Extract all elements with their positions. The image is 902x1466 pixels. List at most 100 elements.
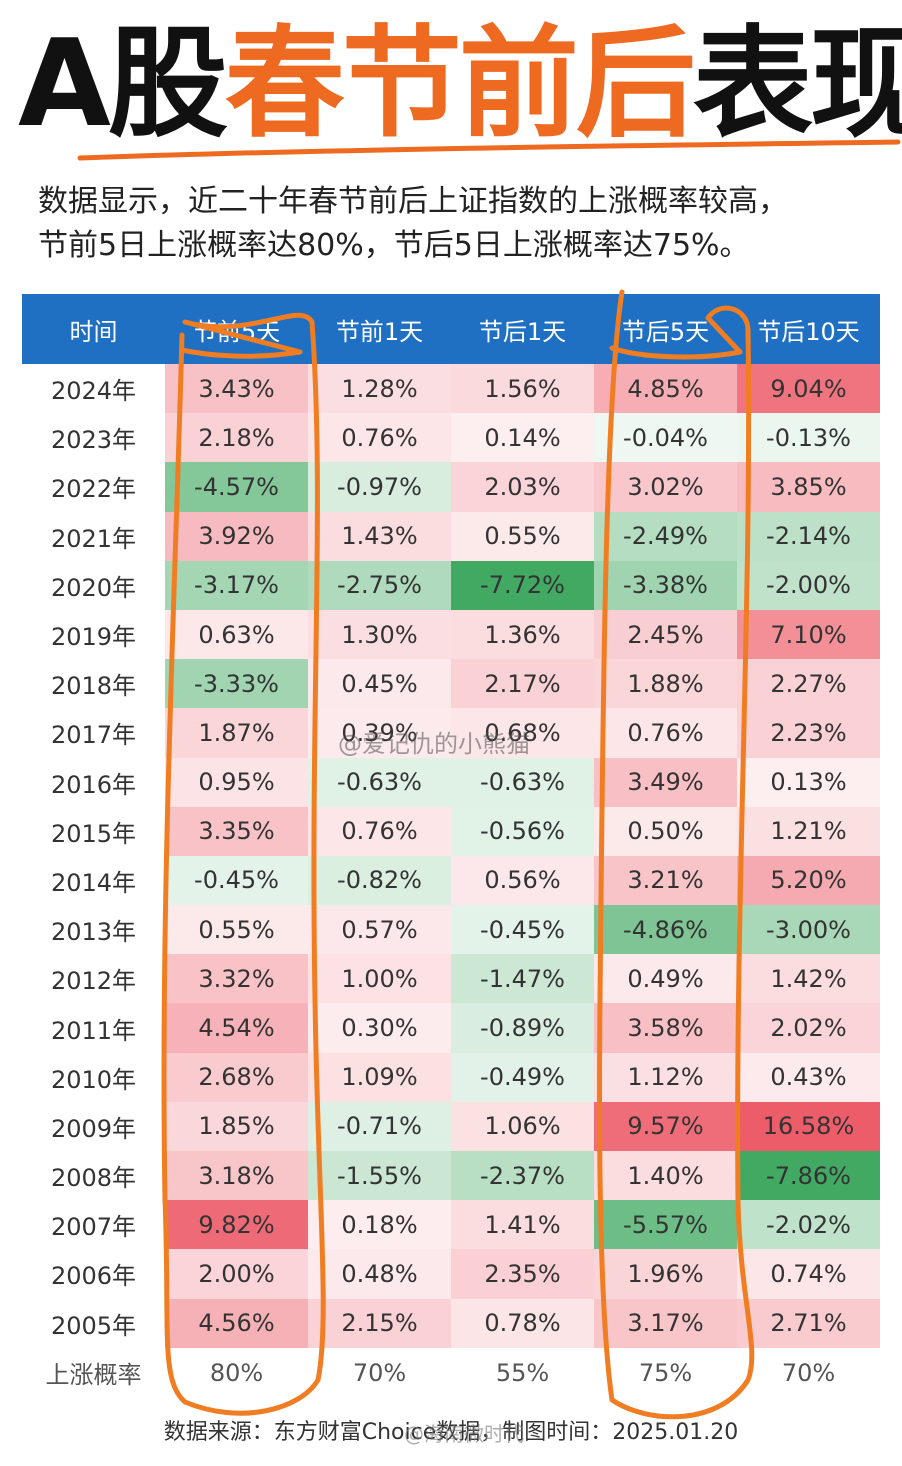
rise-probability-value: 80% [209,1358,264,1387]
return-cell: -0.45% [165,855,308,906]
return-cell: -0.63% [451,757,594,807]
table-row: 2023年 2.18% 0.76% 0.14% -0.04% -0.13% [22,413,880,463]
return-cell: -2.49% [594,511,737,561]
return-cell: 2.00% [165,1249,308,1299]
table-row: 2011年 4.54% 0.30% -0.89% 3.58% 2.02% [22,1003,880,1053]
return-cell: 3.21% [594,855,737,906]
return-cell: 0.57% [308,905,451,955]
return-cell: 0.18% [308,1200,451,1250]
return-cell: 1.56% [451,364,594,414]
return-cell: 0.63% [165,609,308,660]
return-cell: 0.48% [308,1249,451,1299]
return-cell: 9.04% [737,364,880,414]
table-row: 2013年 0.55% 0.57% -0.45% -4.86% -3.00% [22,905,880,955]
table-row: 2024年 3.43% 1.28% 1.56% 4.85% 9.04% [22,364,880,414]
row-year: 2015年 [50,819,137,848]
return-cell: 1.87% [165,708,308,758]
return-cell: 2.68% [165,1052,308,1102]
row-year: 2011年 [50,1016,137,1045]
row-year: 2021年 [50,524,137,553]
table-row: 2020年 -3.17% -2.75% -7.72% -3.38% -2.00% [22,560,880,610]
return-cell: 1.30% [308,609,451,660]
return-cell: 0.39% [308,708,451,758]
row-year: 2005年 [50,1311,137,1340]
return-cell: 9.57% [594,1101,737,1151]
description: 数据显示，近二十年春节前后上证指数的上涨概率较高， 节前5日上涨概率达80%，节… [38,180,888,268]
return-cell: -1.47% [451,954,594,1004]
table-header-row: 时间 节前5天 节前1天 节后1天 节后5天 节后10天 [22,294,880,364]
performance-table: 时间 节前5天 节前1天 节后1天 节后5天 节后10天 2024年 3.43% 1… [22,294,880,1398]
row-year: 2018年 [50,672,137,701]
description-line-1: 数据显示，近二十年春节前后上证指数的上涨概率较高， [38,184,788,219]
return-cell: 2.15% [308,1298,451,1348]
return-cell: -4.57% [165,462,308,512]
table-row: 2016年 0.95% -0.63% -0.63% 3.49% 0.13% [22,757,880,807]
table-body: 2024年 3.43% 1.28% 1.56% 4.85% 9.04% 2023年 2.18%… [22,364,880,1348]
return-cell: 0.45% [308,659,451,709]
return-cell: 0.74% [737,1249,880,1299]
return-cell: 3.92% [165,511,308,561]
return-cell: -0.49% [451,1052,594,1102]
return-cell: 1.40% [594,1151,737,1201]
return-cell: -2.02% [737,1200,880,1250]
row-year: 2023年 [50,426,137,455]
description-line-2: 节前5日上涨概率达80%，节后5日上涨概率达75%。 [38,228,750,263]
return-cell: 9.82% [165,1200,308,1250]
return-cell: 1.88% [594,659,737,709]
header-time: 时间 [22,294,165,364]
return-cell: 3.02% [594,462,737,512]
return-cell: 1.21% [737,806,880,856]
return-cell: -7.72% [451,560,594,610]
return-cell: 1.36% [451,609,594,660]
row-year: 2007年 [50,1213,137,1242]
return-cell: 16.58% [737,1101,880,1151]
return-cell: -2.00% [737,560,880,610]
return-cell: -0.71% [308,1101,451,1151]
return-cell: 2.27% [737,659,880,709]
return-cell: 1.12% [594,1052,737,1102]
return-cell: 3.85% [737,462,880,512]
return-cell: -0.89% [451,1003,594,1053]
return-cell: -7.86% [737,1151,880,1201]
return-cell: 1.28% [308,364,451,414]
table-row: 2005年 4.56% 2.15% 0.78% 3.17% 2.71% [22,1298,880,1348]
table-row: 2022年 -4.57% -0.97% 2.03% 3.02% 3.85% [22,462,880,512]
return-cell: -0.56% [451,806,594,856]
return-cell: 1.42% [737,954,880,1004]
return-cell: 1.43% [308,511,451,561]
header-post-1-day: 节后1天 [451,294,594,364]
return-cell: -3.38% [594,560,737,610]
return-cell: 3.43% [165,364,308,414]
return-cell: 1.09% [308,1052,451,1102]
return-cell: -0.63% [308,757,451,807]
row-year: 2012年 [50,967,137,996]
return-cell: 3.18% [165,1151,308,1201]
return-cell: -2.37% [451,1151,594,1201]
table-row: 2019年 0.63% 1.30% 1.36% 2.45% 7.10% [22,609,880,660]
row-year: 2008年 [50,1164,137,1193]
return-cell: -0.97% [308,462,451,512]
row-year: 2010年 [50,1065,137,1094]
return-cell: 1.41% [451,1200,594,1250]
return-cell: -0.82% [308,855,451,906]
return-cell: 2.35% [451,1249,594,1299]
header-pre-5-days: 节前5天 [165,294,308,364]
rise-probability-value: 70% [352,1358,407,1387]
return-cell: -2.75% [308,560,451,610]
row-year: 2019年 [50,623,137,652]
header-pre-1-day: 节前1天 [308,294,451,364]
return-cell: 2.71% [737,1298,880,1348]
return-cell: 3.35% [165,806,308,856]
title-part-performance: 表现 [692,15,902,154]
data-source: 数据来源：东方财富Choice数据，制图时间：2025.01.20 [163,1420,739,1445]
return-cell: 0.76% [308,806,451,856]
table-row: 2008年 3.18% -1.55% -2.37% 1.40% -7.86% [22,1151,880,1201]
return-cell: 0.76% [308,413,451,463]
table-row: 2015年 3.35% 0.76% -0.56% 0.50% 1.21% [22,806,880,856]
return-cell: 0.76% [594,708,737,758]
return-cell: 2.45% [594,609,737,660]
return-cell: -0.13% [737,413,880,463]
return-cell: 3.49% [594,757,737,807]
row-year: 2013年 [50,918,137,947]
row-year: 2009年 [50,1114,137,1143]
